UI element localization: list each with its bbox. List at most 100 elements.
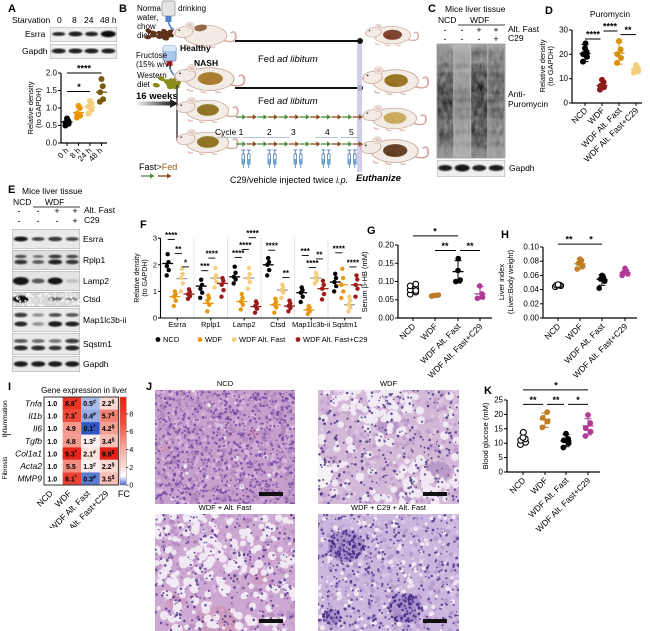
svg-text:0.0: 0.0 — [46, 139, 58, 148]
svg-text:C29: C29 — [508, 33, 524, 43]
svg-text:0.5: 0.5 — [46, 121, 58, 130]
svg-text:Relative density: Relative density — [134, 253, 141, 303]
svg-text:1.0: 1.0 — [46, 104, 58, 113]
svg-text:4: 4 — [129, 447, 133, 454]
svg-text:20: 20 — [559, 50, 568, 59]
svg-text:Inflammation: Inflammation — [2, 400, 9, 438]
svg-text:0.4#: 0.4# — [83, 412, 96, 421]
svg-text:****: **** — [206, 250, 219, 259]
svg-text:diet: diet — [137, 31, 151, 40]
svg-text:NCD: NCD — [35, 488, 55, 508]
svg-text:Fast>Fed: Fast>Fed — [139, 162, 177, 172]
svg-text:1.0: 1.0 — [47, 477, 57, 484]
svg-text:0.04: 0.04 — [523, 285, 539, 294]
svg-text:1.0: 1.0 — [47, 451, 57, 458]
svg-text:Relative density: Relative density — [26, 81, 35, 134]
svg-text:0.5#: 0.5# — [83, 400, 96, 409]
svg-text:1.0: 1.0 — [47, 414, 57, 421]
svg-text:C29: C29 — [84, 215, 100, 225]
svg-text:9.9$: 9.9$ — [102, 450, 115, 459]
svg-text:***: *** — [200, 262, 210, 271]
svg-text:10: 10 — [559, 74, 568, 83]
svg-text:0.10: 0.10 — [378, 277, 394, 286]
svg-text:0: 0 — [564, 99, 569, 108]
svg-text:****: **** — [77, 64, 92, 74]
svg-text:0: 0 — [153, 314, 157, 323]
svg-text:+: + — [72, 216, 77, 226]
svg-text:8.1*: 8.1* — [65, 475, 77, 484]
svg-text:WDF Alt. Fast+C29: WDF Alt. Fast+C29 — [303, 335, 367, 344]
svg-text:Serum β-HB (mM): Serum β-HB (mM) — [360, 251, 369, 312]
svg-text:Fed ad libitum: Fed ad libitum — [258, 96, 318, 107]
svg-text:-: - — [56, 216, 59, 226]
svg-text:Cycle 1: Cycle 1 — [215, 127, 244, 137]
svg-text:-: - — [18, 216, 21, 226]
svg-text:****: **** — [306, 259, 319, 268]
svg-text:6: 6 — [129, 429, 133, 436]
svg-text:Gene expression in liver: Gene expression in liver — [41, 386, 127, 395]
svg-text:Puromycin: Puromycin — [508, 99, 548, 109]
svg-text:0.15: 0.15 — [378, 259, 394, 268]
svg-text:Col1a1: Col1a1 — [15, 449, 42, 459]
svg-text:C29/vehicle injected twice i.p: C29/vehicle injected twice i.p. — [230, 175, 348, 185]
svg-text:NCD: NCD — [397, 321, 417, 341]
svg-text:-: - — [478, 34, 481, 44]
svg-text:WDF Alt. Fast: WDF Alt. Fast — [239, 335, 286, 344]
svg-text:drinking: drinking — [178, 4, 206, 13]
svg-text:****: **** — [246, 229, 259, 238]
svg-text:****: **** — [333, 244, 346, 253]
svg-text:+: + — [72, 206, 77, 216]
svg-text:***: *** — [301, 247, 311, 256]
svg-text:9.3*: 9.3* — [65, 450, 77, 459]
svg-text:Liver index: Liver index — [497, 264, 506, 301]
svg-text:-: - — [444, 25, 447, 35]
svg-text:Ctsd: Ctsd — [270, 320, 285, 329]
svg-text:-: - — [37, 206, 40, 216]
svg-text:4.8: 4.8 — [66, 439, 76, 446]
svg-text:2: 2 — [267, 127, 272, 137]
svg-text:(to GAPDH): (to GAPDH) — [142, 259, 149, 296]
svg-text:Rplp1: Rplp1 — [201, 320, 221, 329]
svg-text:**: ** — [441, 241, 449, 251]
svg-text:8: 8 — [129, 411, 133, 418]
svg-text:-: - — [18, 206, 21, 216]
svg-text:**: ** — [316, 250, 323, 259]
svg-text:-: - — [444, 34, 447, 44]
svg-text:Healthy: Healthy — [180, 43, 211, 53]
svg-text:+: + — [493, 34, 498, 44]
svg-text:+: + — [493, 25, 498, 35]
svg-text:Lamp2: Lamp2 — [233, 320, 256, 329]
svg-text:water,: water, — [136, 13, 158, 22]
svg-text:*: * — [184, 258, 188, 267]
svg-text:Sqstm1: Sqstm1 — [332, 320, 357, 329]
svg-text:(to GAPDH): (to GAPDH) — [546, 46, 555, 87]
svg-text:0.00: 0.00 — [523, 314, 539, 323]
svg-text:0: 0 — [129, 483, 133, 490]
svg-text:0.1*: 0.1* — [84, 425, 96, 434]
svg-text:Il6: Il6 — [33, 423, 42, 433]
svg-text:1.0: 1.0 — [47, 401, 57, 408]
svg-text:(Liver:Body weight): (Liver:Body weight) — [506, 249, 515, 314]
svg-text:**: ** — [565, 235, 573, 245]
svg-text:****: **** — [347, 258, 360, 267]
svg-text:4.9: 4.9 — [66, 426, 76, 433]
svg-text:2.2$: 2.2$ — [102, 462, 115, 471]
svg-text:-: - — [461, 34, 464, 44]
svg-text:30: 30 — [559, 26, 568, 35]
svg-text:*: * — [589, 235, 593, 245]
svg-text:Mice liver tissue: Mice liver tissue — [445, 4, 506, 14]
svg-text:16 weeks: 16 weeks — [136, 91, 178, 102]
svg-text:-: - — [37, 216, 40, 226]
svg-text:0.20: 0.20 — [378, 241, 394, 250]
svg-text:Fibrosis: Fibrosis — [2, 456, 9, 480]
svg-text:****: **** — [266, 242, 279, 251]
svg-text:****: **** — [603, 22, 618, 32]
svg-text:1.5: 1.5 — [46, 86, 58, 95]
svg-text:4.2$: 4.2$ — [102, 425, 115, 434]
svg-text:2.2$: 2.2$ — [102, 400, 115, 409]
svg-text:**: ** — [466, 241, 474, 251]
svg-text:WDF: WDF — [205, 335, 222, 344]
svg-text:(15% w/v): (15% w/v) — [136, 60, 172, 69]
svg-text:Tnfa: Tnfa — [25, 398, 42, 408]
svg-text:3.4$: 3.4$ — [102, 437, 115, 446]
